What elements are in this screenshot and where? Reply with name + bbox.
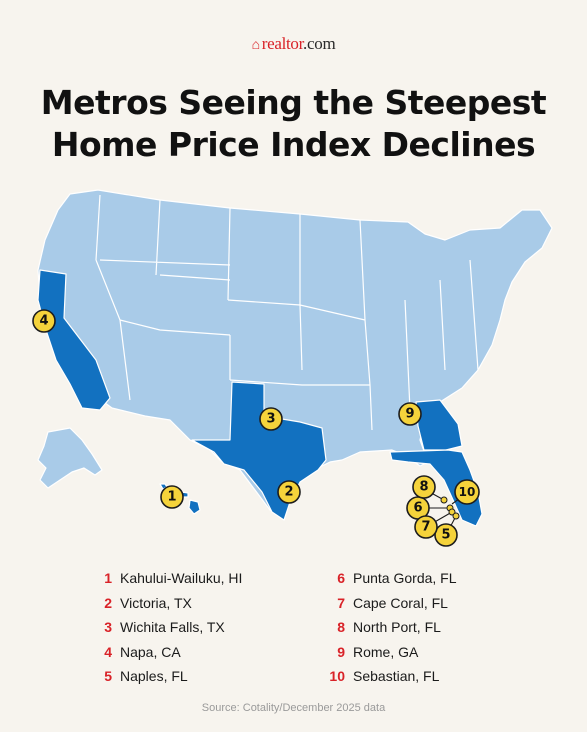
legend-item: 6 Punta Gorda, FL bbox=[327, 566, 457, 591]
legend-rank: 5 bbox=[104, 668, 112, 684]
legend-metro: North Port, FL bbox=[353, 619, 441, 635]
legend-rank: 8 bbox=[337, 619, 345, 635]
marker-1-label: 1 bbox=[167, 490, 176, 505]
marker-7: 7 bbox=[414, 515, 438, 539]
marker-4-label: 4 bbox=[39, 314, 48, 329]
legend-rank: 9 bbox=[337, 643, 345, 660]
marker-1: 1 bbox=[160, 485, 184, 509]
marker-6-label: 6 bbox=[413, 501, 422, 516]
legend-rank: 6 bbox=[337, 570, 345, 586]
florida-highlight bbox=[389, 449, 483, 527]
legend-metro: Rome, GA bbox=[353, 643, 419, 660]
alaska-land bbox=[37, 427, 103, 489]
marker-8: 8 bbox=[412, 475, 436, 499]
marker-9-label: 9 bbox=[405, 407, 414, 422]
legend-rank: 1 bbox=[104, 570, 112, 586]
legend-right-column: 6 Punta Gorda, FL 7 Cape Coral, FL 8 North … bbox=[327, 566, 457, 689]
state-borders bbox=[95, 194, 479, 431]
house-icon: ⌂ bbox=[251, 38, 260, 53]
legend-item: 3 Wichita Falls, TX bbox=[98, 615, 242, 640]
legend-item: 10 Sebastian, FL bbox=[327, 664, 457, 689]
legend-rank: 10 bbox=[329, 668, 345, 684]
legend-item: 4 Napa, CA bbox=[98, 640, 242, 665]
marker-5-label: 5 bbox=[441, 528, 450, 543]
florida-dots bbox=[440, 496, 460, 520]
source-note: Source: Cotality/December 2025 data bbox=[201, 702, 386, 714]
page-title: Metros Seeing the Steepest Home Price In… bbox=[0, 82, 587, 166]
contiguous-us-land bbox=[37, 189, 553, 519]
title-line-1: Metros Seeing the Steepest bbox=[40, 83, 547, 122]
legend-item: 9 Rome, GA bbox=[327, 640, 457, 665]
legend-rank: 3 bbox=[104, 619, 112, 635]
legend-item: 5 Naples, FL bbox=[98, 664, 242, 689]
legend-metro: Sebastian, FL bbox=[353, 668, 440, 684]
marker-10-label: 10 bbox=[459, 485, 476, 499]
legend-rank: 7 bbox=[337, 594, 345, 611]
georgia-highlight bbox=[415, 399, 463, 451]
legend-rank: 4 bbox=[104, 643, 112, 660]
marker-2: 2 bbox=[277, 480, 301, 504]
marker-9: 9 bbox=[398, 402, 422, 426]
marker-5: 5 bbox=[434, 523, 458, 547]
marker-3: 3 bbox=[259, 407, 283, 431]
marker-4: 4 bbox=[32, 309, 56, 333]
legend-item: 1 Kahului-Wailuku, HI bbox=[98, 566, 242, 591]
legend-metro: Napa, CA bbox=[120, 643, 181, 660]
marker-3-label: 3 bbox=[266, 412, 275, 427]
logo-suffix: .com bbox=[303, 34, 336, 53]
legend-metro: Kahului-Wailuku, HI bbox=[120, 570, 243, 586]
marker-10: 10 bbox=[454, 479, 480, 505]
legend-metro: Cape Coral, FL bbox=[353, 594, 448, 611]
us-map: 1 2 3 4 5 6 7 8 9 10 bbox=[32, 189, 553, 547]
title-line-2: Home Price Index Declines bbox=[51, 125, 536, 164]
legend-left-column: 1 Kahului-Wailuku, HI 2 Victoria, TX 3 Wich… bbox=[98, 566, 242, 689]
legend-metro: Victoria, TX bbox=[120, 594, 192, 611]
legend-item: 8 North Port, FL bbox=[327, 615, 457, 640]
realtor-logo: ⌂ realtor.com bbox=[0, 34, 587, 54]
marker-7-label: 7 bbox=[421, 520, 430, 535]
legend-metro: Punta Gorda, FL bbox=[353, 570, 457, 586]
logo-text: realtor bbox=[261, 34, 304, 53]
legend-item: 2 Victoria, TX bbox=[98, 591, 242, 616]
marker-2-label: 2 bbox=[284, 485, 293, 500]
legend-rank: 2 bbox=[104, 594, 112, 611]
legend-metro: Wichita Falls, TX bbox=[120, 619, 225, 635]
marker-8-label: 8 bbox=[419, 480, 428, 495]
legend-item: 7 Cape Coral, FL bbox=[327, 591, 457, 616]
legend-metro: Naples, FL bbox=[120, 668, 188, 684]
